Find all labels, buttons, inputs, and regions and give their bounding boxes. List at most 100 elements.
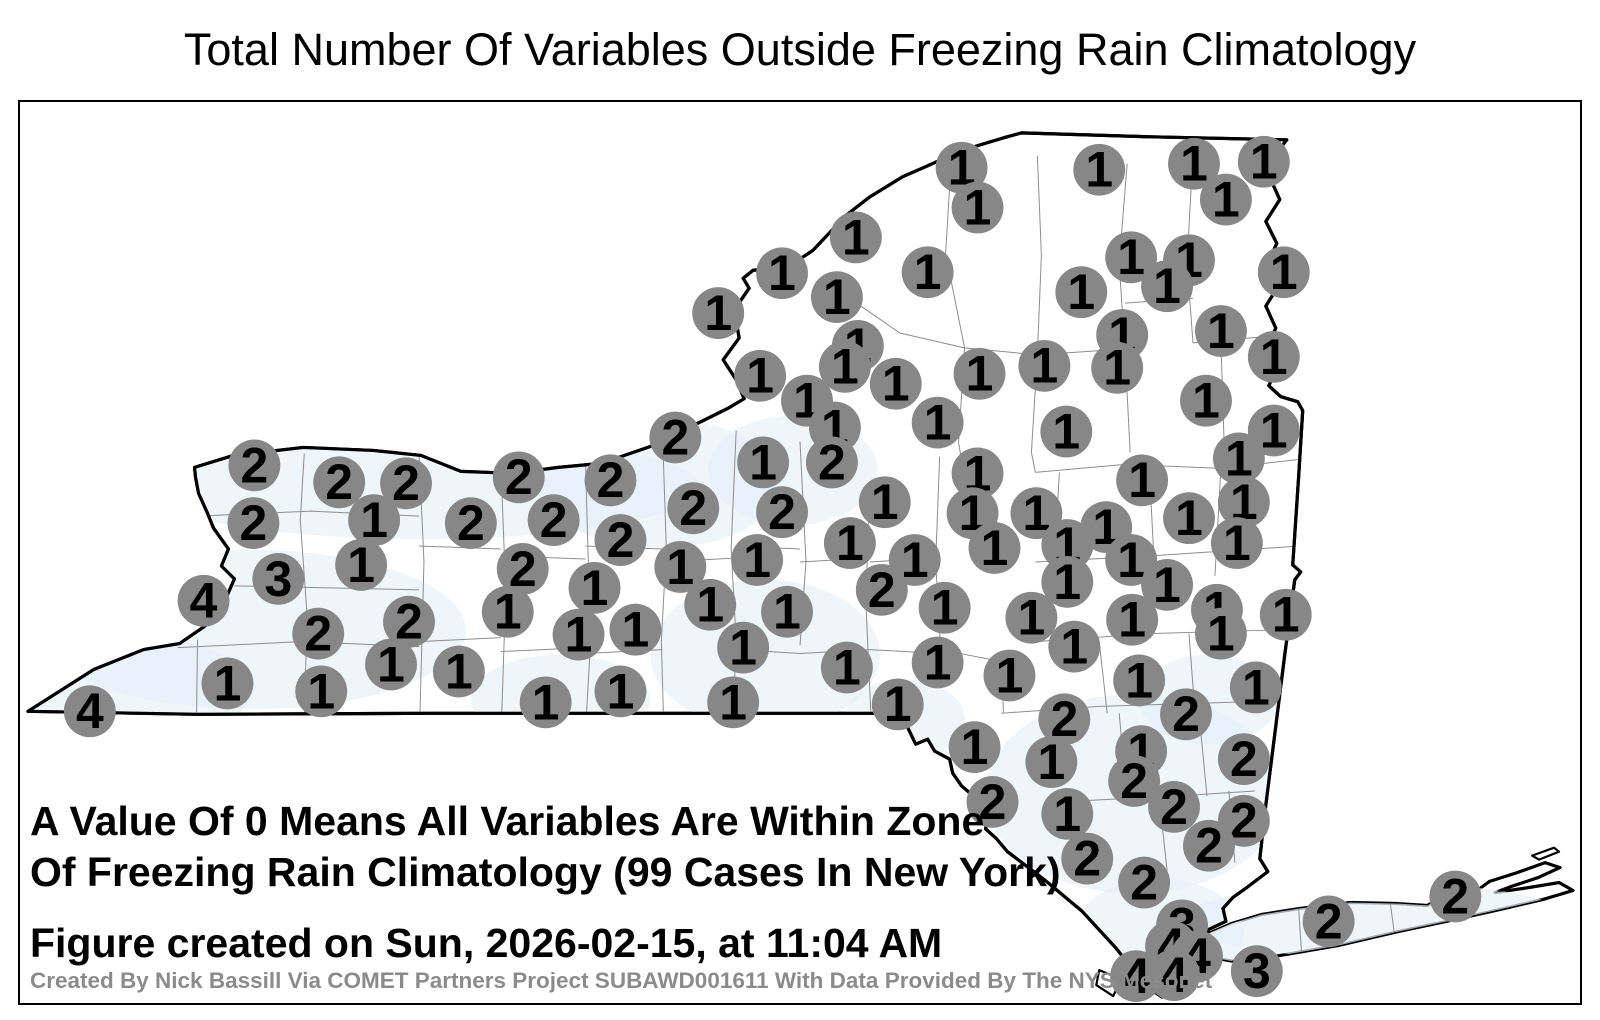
station-marker-circle xyxy=(761,585,813,638)
station-marker-value: 1 xyxy=(1067,264,1095,320)
station-marker: 1 xyxy=(365,636,417,692)
station-marker-circle xyxy=(568,561,621,614)
station-marker: 1 xyxy=(1163,490,1215,546)
station-marker-circle xyxy=(953,347,1006,400)
station-marker-circle xyxy=(313,456,366,509)
station-marker: 1 xyxy=(1210,515,1263,571)
station-marker: 1 xyxy=(707,674,760,730)
station-marker-circle xyxy=(654,541,707,593)
station-marker-value: 2 xyxy=(241,437,269,493)
station-marker-circle xyxy=(1048,620,1101,673)
station-marker-value: 2 xyxy=(1130,855,1158,911)
station-marker-circle xyxy=(901,246,954,299)
station-marker-circle xyxy=(1217,733,1270,785)
station-marker: 1 xyxy=(1055,264,1108,320)
station-marker: 1 xyxy=(810,269,863,325)
station-marker: 2 xyxy=(496,541,549,597)
station-marker-value: 4 xyxy=(1122,948,1150,1003)
station-marker-circle xyxy=(983,649,1036,702)
station-marker-value: 4 xyxy=(190,573,218,629)
station-marker-circle xyxy=(684,578,737,631)
station-marker-value: 3 xyxy=(1243,943,1271,999)
station-marker: 1 xyxy=(731,532,784,588)
station-marker-value: 1 xyxy=(1118,592,1146,648)
station-marker-circle xyxy=(1199,173,1252,226)
station-marker: 1 xyxy=(901,244,954,300)
station-marker: 1 xyxy=(829,209,882,265)
station-marker-value: 1 xyxy=(1117,532,1145,588)
station-marker: 2 xyxy=(855,562,908,618)
station-marker: 1 xyxy=(1041,786,1094,842)
station-marker: 1 xyxy=(1005,590,1058,646)
station-marker-circle xyxy=(667,482,720,535)
station-marker-circle xyxy=(1148,949,1200,1002)
station-marker-value: 1 xyxy=(924,634,952,690)
map-frame: 1111111111111111111111111111111121122122… xyxy=(18,100,1582,1005)
station-marker-value: 1 xyxy=(1260,403,1288,459)
station-marker: 1 xyxy=(1025,734,1078,790)
station-marker: 1 xyxy=(1194,303,1247,359)
station-marker-circle xyxy=(201,657,254,710)
station-marker-value: 1 xyxy=(871,474,899,530)
station-marker-value: 1 xyxy=(914,244,942,300)
station-marker-value: 1 xyxy=(565,607,593,663)
station-marker-circle xyxy=(935,141,988,194)
station-marker-value: 1 xyxy=(1180,136,1208,192)
station-marker-value: 1 xyxy=(696,577,724,633)
county-border-line xyxy=(827,282,1038,356)
station-marker: 1 xyxy=(654,539,707,595)
station-marker: 1 xyxy=(858,474,911,530)
station-marker-value: 1 xyxy=(931,580,959,636)
station-marker: 1 xyxy=(335,537,388,593)
station-marker-circle xyxy=(1230,945,1283,998)
station-marker: 2 xyxy=(527,492,580,548)
station-marker-circle xyxy=(1038,693,1091,746)
station-marker-circle xyxy=(1025,736,1078,788)
station-marker-value: 1 xyxy=(961,719,989,775)
station-marker-circle xyxy=(383,595,435,648)
station-marker: 4 xyxy=(1148,947,1200,1003)
station-marker: 2 xyxy=(1038,691,1091,747)
station-marker-circle xyxy=(1183,819,1235,872)
station-marker-value: 1 xyxy=(1250,134,1278,190)
station-marker: 1 xyxy=(1247,403,1300,459)
station-marker-circle xyxy=(1113,654,1166,707)
station-marker-value: 2 xyxy=(1230,731,1258,787)
station-marker-value: 2 xyxy=(325,454,353,510)
station-marker-circle xyxy=(1429,870,1482,923)
station-marker: 1 xyxy=(552,607,605,663)
station-marker-value: 1 xyxy=(882,356,910,412)
station-marker-circle xyxy=(252,552,305,605)
station-marker-value: 4 xyxy=(76,683,104,739)
station-marker-value: 2 xyxy=(540,492,568,548)
station-marker-circle xyxy=(380,457,432,510)
station-marker-circle xyxy=(1041,787,1094,840)
county-border-line xyxy=(196,639,199,716)
station-marker-value: 1 xyxy=(1052,404,1080,460)
station-marker: 1 xyxy=(348,492,401,548)
station-marker: 1 xyxy=(983,647,1036,703)
ny-state-map: 1111111111111111111111111111111121122122… xyxy=(26,131,1575,1003)
station-marker-value: 1 xyxy=(1242,659,1270,715)
station-marker-value: 2 xyxy=(1172,686,1200,742)
station-marker-value: 1 xyxy=(743,532,771,588)
station-marker-value: 1 xyxy=(214,655,242,711)
annotation-line-1: A Value Of 0 Means All Variables Are Wit… xyxy=(30,798,985,844)
station-marker: 1 xyxy=(692,285,745,341)
station-marker-value: 1 xyxy=(1207,303,1235,359)
station-marker-value: 1 xyxy=(823,269,851,325)
station-marker: 1 xyxy=(1040,404,1093,460)
station-marker: 1 xyxy=(201,655,254,711)
station-marker: 2 xyxy=(1429,868,1482,924)
station-marker-value: 1 xyxy=(749,434,777,490)
station-marker-value: 1 xyxy=(1212,172,1240,228)
station-marker: 1 xyxy=(1194,606,1247,662)
station-marker-value: 1 xyxy=(964,179,992,235)
station-marker-value: 2 xyxy=(1120,753,1148,809)
credit-text: Created By Nick Bassill Via COMET Partne… xyxy=(30,968,1213,993)
station-marker-circle xyxy=(292,607,345,660)
station-marker-value: 1 xyxy=(622,602,650,658)
station-marker-value: 2 xyxy=(979,774,1007,830)
station-marker-circle xyxy=(1005,591,1058,644)
station-marker-circle xyxy=(756,486,808,539)
